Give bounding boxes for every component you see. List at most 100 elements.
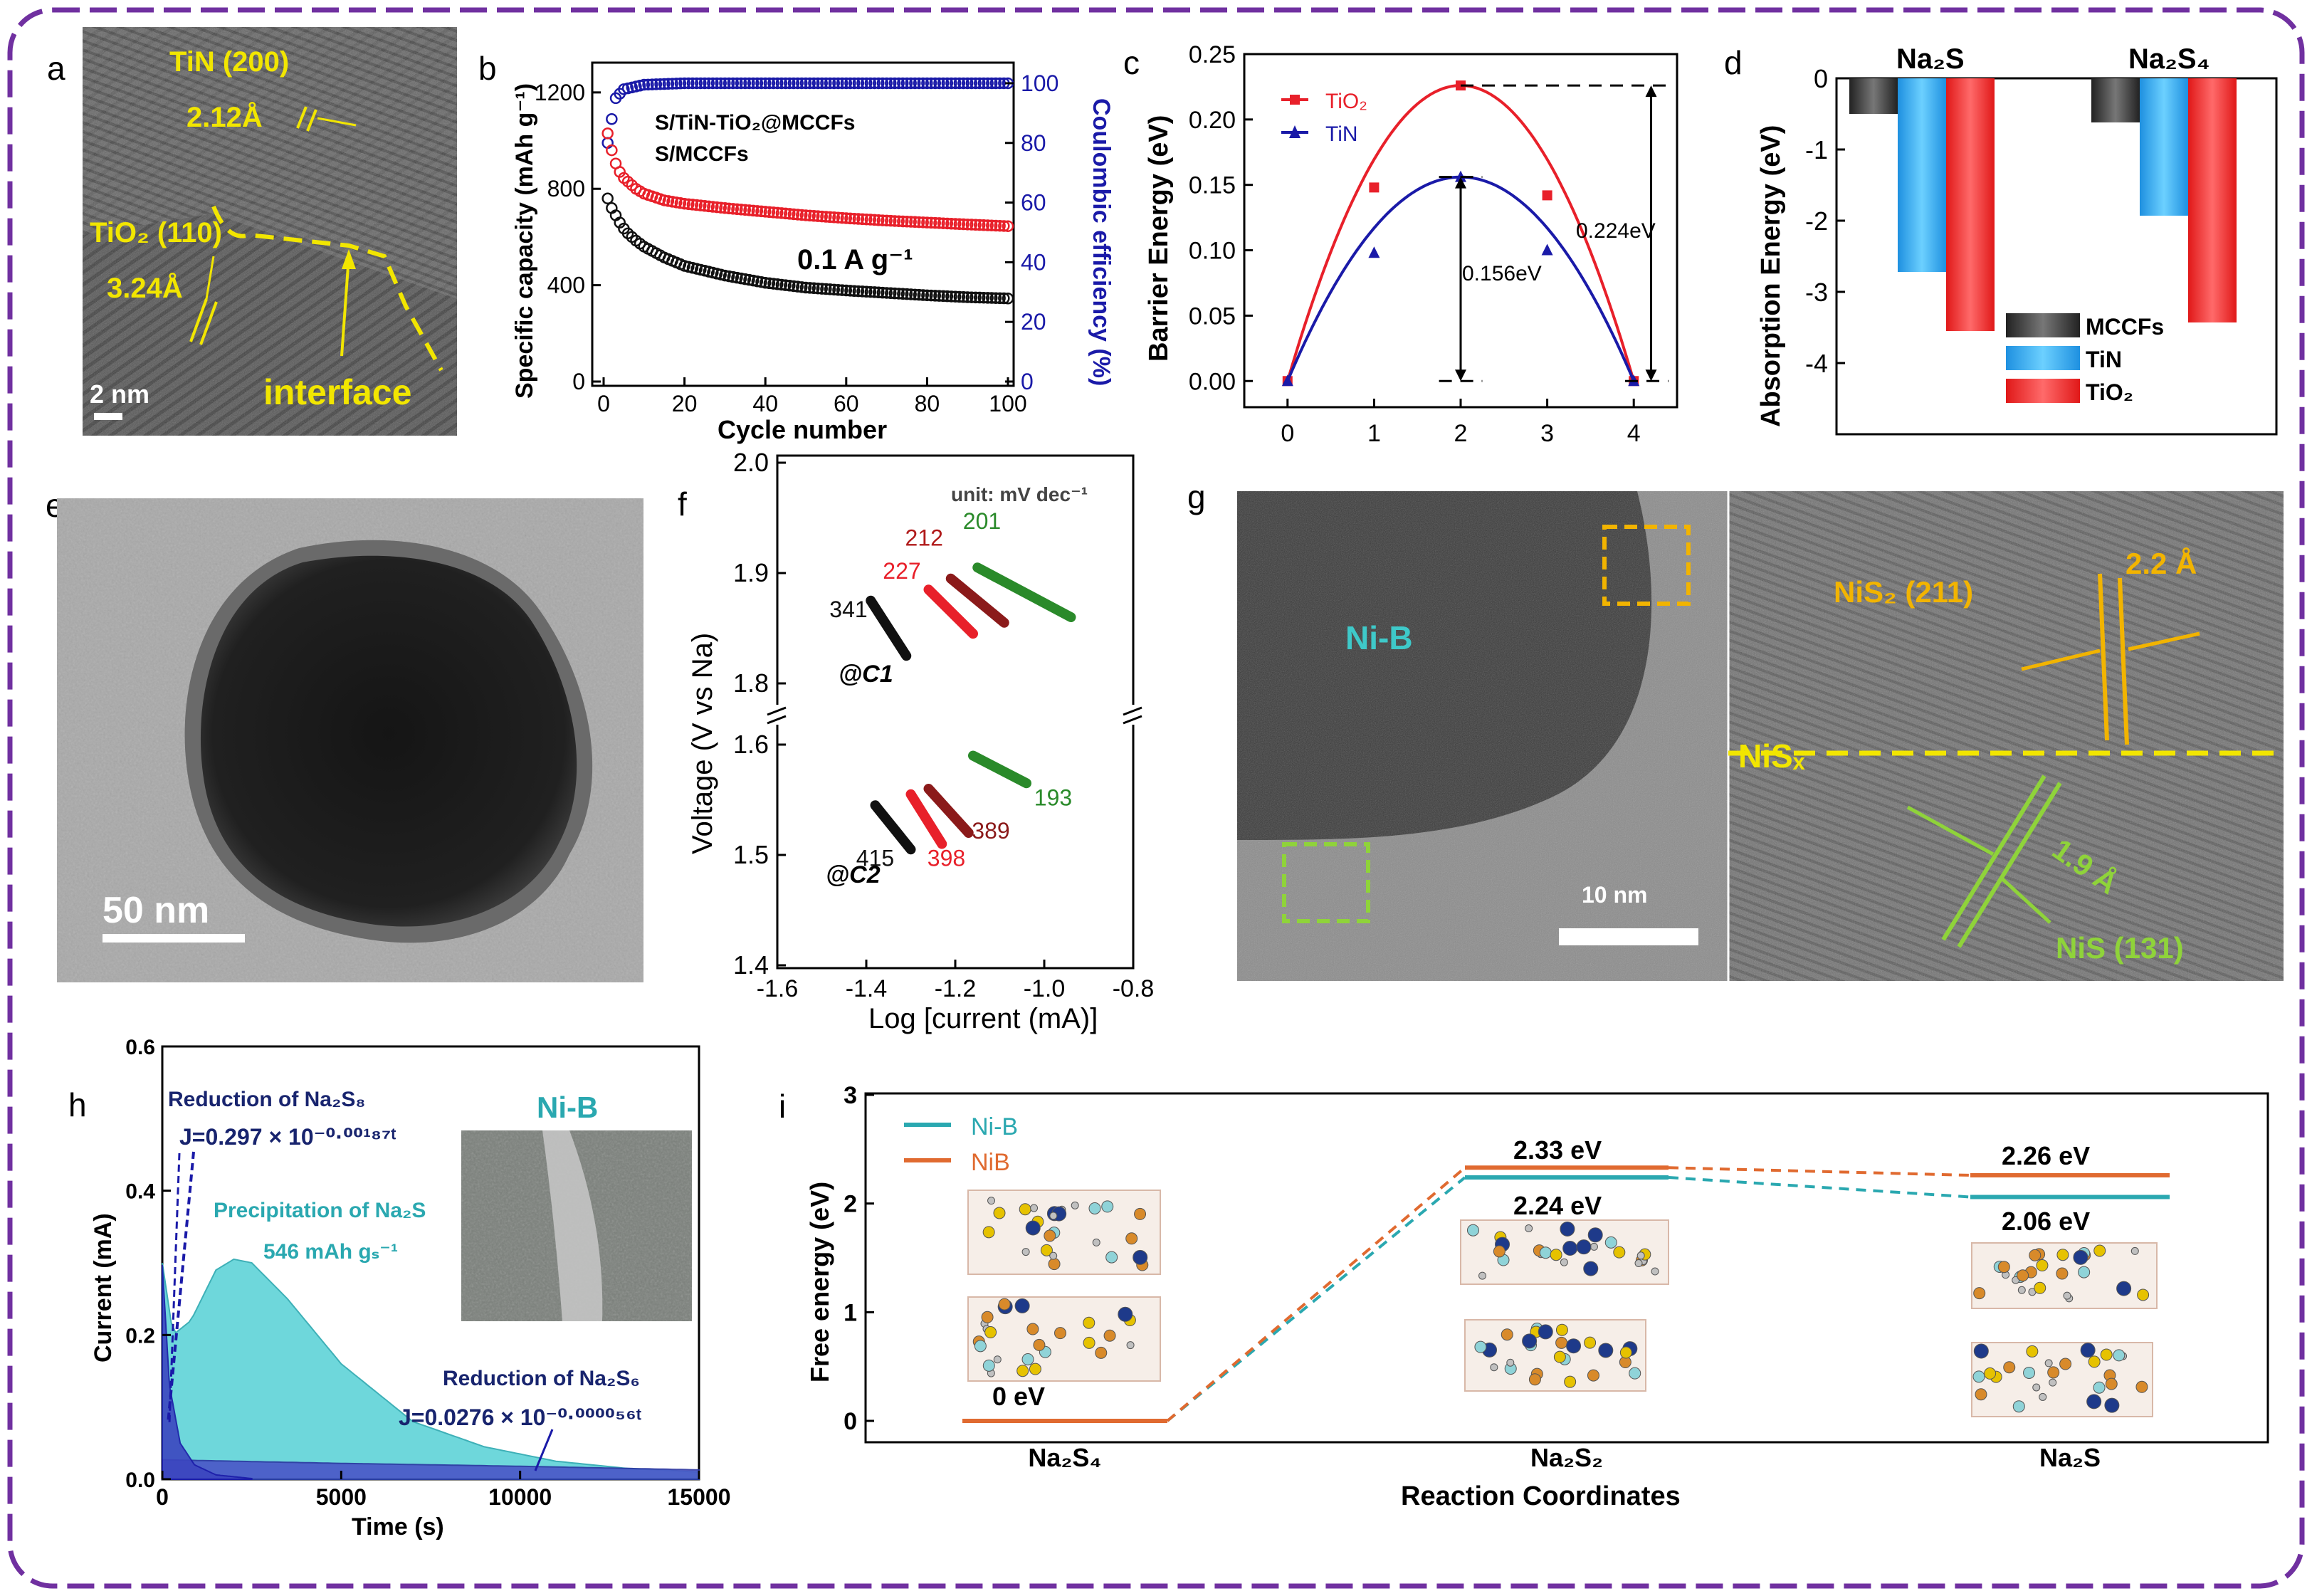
black-capacity-point: [909, 288, 921, 301]
red-capacity-point: [897, 215, 909, 228]
atom: [1598, 1343, 1614, 1358]
black-capacity-point: [897, 288, 909, 300]
black-capacity-point: [1002, 292, 1014, 305]
ce-point: [710, 77, 723, 90]
ce-point: [642, 78, 654, 91]
ce-point: [792, 77, 804, 90]
black-capacity-point: [888, 287, 901, 300]
red-capacity-point: [986, 219, 998, 231]
atom: [1103, 1329, 1116, 1342]
panel-h-eq1: J=0.297 × 10⁻⁰·⁰⁰¹⁸⁷ᵗ: [179, 1124, 396, 1150]
atom: [2135, 1380, 2148, 1393]
atom: [1133, 1249, 1148, 1265]
f-line-227: [923, 584, 978, 639]
red-capacity-point: [900, 216, 913, 228]
black-capacity-point: [876, 286, 889, 299]
red-capacity-point: [606, 144, 618, 157]
b-y2tick-label: 60: [1021, 190, 1046, 216]
panel-h-xlabel: Time (s): [352, 1513, 444, 1540]
red-capacity-point: [601, 127, 614, 140]
d-bar-mccfs: [2091, 78, 2140, 122]
c-point-tio2: [1369, 182, 1380, 193]
d-bar-tio₂: [2188, 78, 2237, 322]
ce-point: [759, 77, 772, 90]
atom: [1125, 1232, 1138, 1245]
label-nis-131: NiS (131): [2056, 931, 2184, 965]
atom: [1021, 1353, 1034, 1365]
black-capacity-point: [796, 281, 808, 293]
panel-f-group-c2: @C2: [826, 861, 881, 888]
black-capacity-point: [986, 292, 998, 304]
red-capacity-point: [731, 203, 743, 216]
legend-swatch-tio2: [2006, 379, 2080, 403]
panel-i-label-nb-s: 2.06 eV: [2002, 1207, 2090, 1236]
atom: [1092, 1238, 1100, 1246]
panel-c-annot-tin: 0.156eV: [1462, 262, 1542, 285]
f-ytick-label: 1.6: [733, 730, 769, 759]
ce-point: [654, 78, 666, 90]
ce-point: [864, 77, 877, 90]
black-capacity-point: [755, 275, 767, 288]
ce-point: [937, 77, 950, 90]
ce-point: [949, 77, 962, 90]
black-capacity-point: [763, 277, 776, 290]
panel-f-ylabel: Voltage (V vs Na): [687, 633, 718, 854]
ce-point: [775, 77, 788, 90]
red-capacity-point: [755, 205, 767, 218]
atom: [974, 1340, 987, 1353]
red-capacity-point: [941, 217, 954, 230]
ce-point: [674, 77, 687, 90]
red-capacity-point: [727, 203, 740, 215]
h-xtick-label: 5000: [316, 1484, 367, 1510]
ce-point: [961, 77, 974, 90]
ce-point: [678, 77, 690, 90]
red-capacity-point: [792, 209, 804, 221]
atom: [1975, 1388, 1987, 1401]
black-capacity-point: [973, 291, 986, 304]
b-xtick-label: 0: [597, 391, 610, 416]
black-capacity-point: [722, 270, 735, 283]
particle-core: [200, 555, 577, 927]
atom: [2113, 1349, 2126, 1362]
f-line-212: [945, 573, 1009, 628]
panel-f-xlabel: Log [current (mA)]: [868, 1003, 1098, 1034]
ce-point: [824, 77, 836, 90]
ce-point: [860, 77, 873, 90]
red-capacity-point: [929, 216, 942, 229]
i-ytick-label: 3: [844, 1082, 857, 1109]
atom: [2059, 1358, 2072, 1370]
atom: [1088, 1202, 1101, 1214]
panel-i-xlabel: Reaction Coordinates: [1401, 1481, 1681, 1511]
atom: [1560, 1258, 1568, 1266]
atom: [1478, 1271, 1487, 1280]
black-capacity-point: [731, 271, 743, 284]
ce-point: [755, 77, 767, 90]
black-capacity-point: [945, 290, 957, 303]
ce-point: [917, 77, 929, 90]
red-capacity-point: [852, 213, 865, 225]
red-capacity-point: [658, 194, 671, 206]
red-capacity-point: [925, 216, 937, 229]
atom: [1501, 1328, 1513, 1341]
atom: [2047, 1366, 2060, 1379]
panel-i-axes: [864, 1092, 2269, 1444]
red-capacity-point: [973, 219, 986, 231]
red-capacity-point: [686, 199, 699, 211]
red-capacity-point: [707, 201, 719, 213]
red-capacity-point: [888, 215, 901, 227]
atom: [2056, 1267, 2069, 1280]
panel-b-annotation: 0.1 A g⁻¹: [797, 244, 913, 275]
atom: [2017, 1269, 2029, 1282]
atom: [1604, 1236, 1617, 1249]
black-capacity-point: [937, 290, 950, 303]
black-capacity-point: [860, 285, 873, 298]
panel-c-legend-tio2: TiO₂: [1325, 90, 1367, 113]
ce-point: [727, 77, 740, 90]
black-capacity-point: [816, 283, 828, 295]
b-ytick-label: 1200: [535, 80, 585, 105]
black-capacity-point: [893, 288, 905, 300]
c-xtick-label: 2: [1454, 420, 1468, 447]
panel-b-letter: b: [478, 50, 497, 87]
structure-insets: [967, 1190, 2158, 1417]
